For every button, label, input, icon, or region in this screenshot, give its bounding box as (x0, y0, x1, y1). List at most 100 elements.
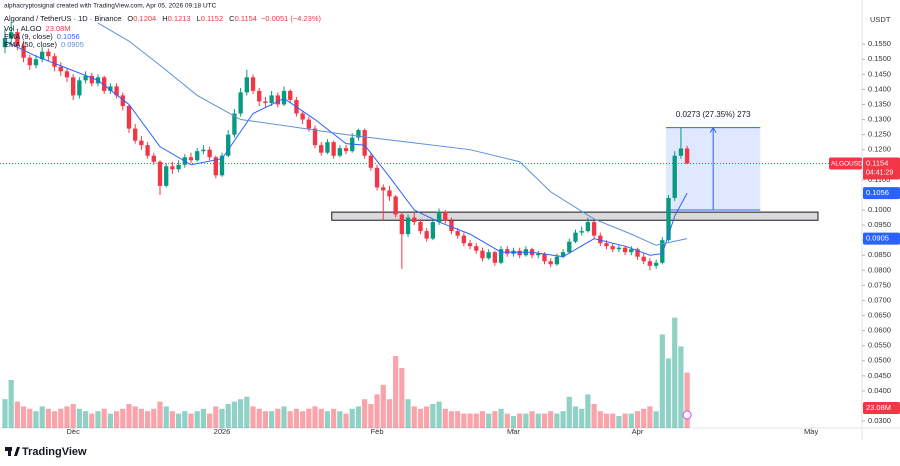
y-tick-label: 0.0600 (868, 326, 891, 335)
volume-bar (591, 404, 597, 428)
candle-body (498, 249, 504, 263)
volume-bar (411, 406, 417, 428)
candle-body (436, 211, 442, 223)
logo: TradingView (5, 446, 87, 458)
candle-body (244, 77, 249, 93)
x-tick-label: Feb (371, 427, 384, 436)
candle-body (567, 241, 572, 253)
candle-body (133, 128, 138, 141)
candle-body (622, 247, 628, 253)
candle-body (269, 95, 274, 103)
measure-arrowhead (709, 126, 717, 133)
candle-body (226, 134, 231, 156)
volume-bar (331, 408, 337, 428)
y-tick-label: 0.0700 (868, 295, 891, 304)
volume-bar (39, 406, 45, 428)
candle-body (418, 222, 423, 232)
volume-bar (20, 406, 27, 428)
volume-bar (399, 368, 405, 428)
ohlc-label: L (197, 14, 201, 23)
candle-body (604, 243, 609, 247)
candle-body (678, 148, 684, 156)
x-tick-label: May (804, 427, 818, 436)
candle-body (281, 90, 287, 105)
volume-bar (566, 396, 572, 428)
volume-bar (442, 408, 448, 428)
volume-bar (138, 408, 144, 428)
volume-bar (14, 401, 20, 428)
candle-body (653, 262, 659, 266)
volume-bar (349, 408, 355, 428)
candle-body (480, 250, 485, 259)
candle-body (467, 243, 473, 247)
candle-body (319, 145, 324, 153)
candle-body (300, 113, 305, 120)
volume-bar (492, 411, 498, 428)
candle-body (176, 164, 181, 170)
volume-bar (362, 399, 368, 428)
y-tick-label: 0.1200 (868, 145, 891, 154)
symbol-tag: ALGOUSDT (831, 160, 867, 167)
volume-bar (275, 408, 281, 428)
volume-bar (64, 406, 70, 428)
candle-body (455, 231, 460, 236)
volume-value: 23.08M (46, 24, 71, 33)
y-tick-label: 0.0300 (868, 416, 891, 425)
volume-bar (455, 411, 461, 428)
volume-bar (250, 406, 256, 428)
legend-title: Algorand / TetherUS · 1D · Binance (4, 14, 121, 23)
volume-bar (368, 404, 374, 428)
volume-bar (541, 413, 548, 428)
volume-bar (113, 411, 120, 428)
candle-body (238, 92, 243, 114)
volume-bar (634, 411, 641, 428)
logo-text: TradingView (22, 446, 87, 458)
ohlc-value: 0.1204 (133, 14, 156, 23)
volume-bar (572, 406, 579, 428)
volume-bar (461, 413, 467, 428)
volume-bar (151, 408, 157, 428)
candle-body (337, 148, 343, 156)
volume-bar (548, 411, 554, 428)
candle-body (89, 75, 94, 84)
ema-tag: 0.1056 (866, 188, 889, 197)
candle-body (120, 95, 125, 106)
volume-bar (684, 372, 690, 428)
y-tick-label: 0.1350 (868, 99, 891, 108)
candle-body (362, 130, 367, 156)
candle-body (46, 51, 51, 57)
ohlc-value: 0.1152 (201, 14, 223, 23)
candle-body (591, 222, 597, 236)
candle-body (684, 148, 690, 164)
last-price-tag: 0.1154 (866, 159, 888, 168)
volume-bar (318, 408, 324, 428)
volume-bar (182, 411, 188, 428)
y-tick-label: 0.1450 (868, 69, 891, 78)
candle-body (393, 196, 398, 215)
ema-tag: 0.0905 (866, 234, 889, 243)
candle-body (108, 86, 113, 91)
y-tick-label: 0.0950 (868, 220, 891, 229)
candle-body (381, 187, 386, 191)
y-tick-label: 0.0800 (868, 265, 891, 274)
ohlc-value: 0.1213 (168, 14, 191, 23)
candle-body (257, 90, 262, 102)
volume-bar (486, 413, 492, 428)
candle-body (232, 113, 237, 135)
volume-bar (281, 406, 287, 428)
change: −0.0051 (−4.23%) (261, 14, 322, 23)
candle-body (250, 77, 256, 91)
candle-body (8, 32, 14, 39)
measure-label: 0.0273 (27.35%) 273 (676, 110, 751, 119)
candle-body (325, 142, 330, 153)
candle-body (548, 261, 553, 265)
volume-bar (417, 408, 424, 428)
candle-body (83, 75, 88, 81)
volume-bar (51, 411, 58, 428)
candle-body (486, 252, 491, 259)
candle-body (629, 249, 634, 253)
ohlc-label: C (229, 14, 235, 23)
volume-bar (120, 408, 126, 428)
candle-body (157, 161, 163, 186)
